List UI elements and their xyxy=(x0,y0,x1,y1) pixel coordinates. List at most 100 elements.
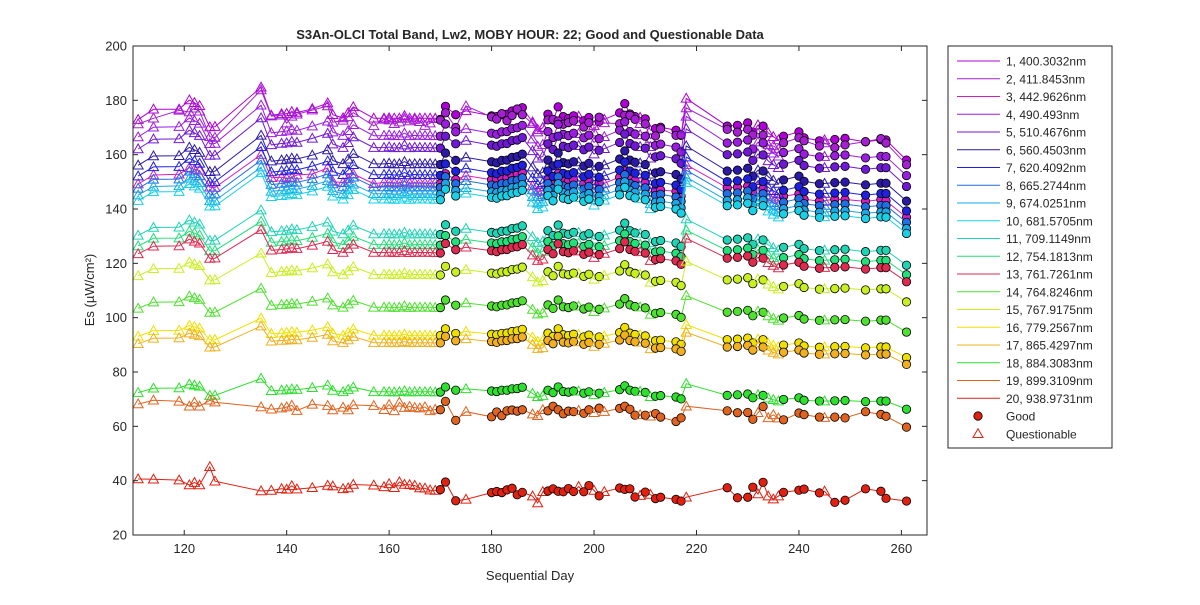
data-point-questionable xyxy=(526,490,539,501)
data-point-questionable xyxy=(306,167,319,179)
data-point-good xyxy=(743,233,753,243)
data-point-questionable xyxy=(388,481,401,492)
data-point-good xyxy=(640,119,650,129)
data-point-questionable xyxy=(326,327,339,338)
data-point-questionable xyxy=(255,372,267,383)
data-point-good xyxy=(860,213,871,224)
data-point-questionable xyxy=(398,385,411,396)
x-tick-label: 160 xyxy=(378,541,400,556)
data-point-questionable xyxy=(536,150,549,161)
data-point-questionable xyxy=(255,320,267,331)
data-point-good xyxy=(584,118,594,128)
data-point-good xyxy=(840,314,850,325)
data-point-questionable xyxy=(188,396,201,407)
data-point-good xyxy=(451,267,461,277)
data-point-questionable xyxy=(526,133,539,144)
legend-label: 3, 442.9626nm xyxy=(1006,90,1086,104)
data-point-good xyxy=(620,260,630,270)
data-point-good xyxy=(584,480,594,491)
data-point-good xyxy=(901,404,912,414)
data-point-questionable xyxy=(147,150,160,161)
data-point-good xyxy=(553,331,563,342)
data-point-questionable xyxy=(147,394,160,405)
data-point-good xyxy=(435,485,445,495)
data-point-questionable xyxy=(424,168,436,180)
data-point-questionable xyxy=(306,324,319,335)
data-point-questionable xyxy=(321,115,334,126)
data-point-good xyxy=(743,407,753,418)
data-point-questionable xyxy=(132,247,144,259)
data-point-questionable xyxy=(209,389,221,400)
data-point-good xyxy=(840,150,850,160)
data-point-questionable xyxy=(598,337,611,348)
legend-label: 5, 510.4676nm xyxy=(1006,126,1086,140)
data-point-good xyxy=(451,110,461,120)
data-point-questionable xyxy=(767,346,780,357)
data-point-good xyxy=(451,415,461,425)
data-point-questionable xyxy=(326,177,339,189)
data-point-questionable xyxy=(767,196,780,208)
data-point-questionable xyxy=(147,262,160,274)
data-point-questionable xyxy=(398,299,411,311)
data-point-questionable xyxy=(173,103,185,114)
data-point-good xyxy=(901,297,912,307)
data-point-questionable xyxy=(326,384,339,395)
data-point-questionable xyxy=(291,383,303,394)
data-point-good xyxy=(615,137,625,148)
data-point-good xyxy=(451,226,461,236)
data-point-questionable xyxy=(526,408,539,419)
data-point-questionable xyxy=(291,108,303,119)
data-point-good xyxy=(440,382,451,392)
data-point-questionable xyxy=(321,320,334,332)
data-point-questionable xyxy=(531,140,544,151)
legend-label: 17, 865.4297nm xyxy=(1006,339,1093,353)
data-point-questionable xyxy=(173,132,185,144)
data-point-questionable xyxy=(526,331,539,342)
data-point-good xyxy=(748,206,758,216)
data-point-questionable xyxy=(598,386,611,397)
data-point-good xyxy=(650,131,661,141)
data-point-questionable xyxy=(306,120,319,131)
data-point-good xyxy=(625,404,635,414)
data-point-questionable xyxy=(398,109,411,121)
data-point-good xyxy=(814,315,825,325)
data-point-questionable xyxy=(680,326,693,337)
data-point-good xyxy=(901,181,912,192)
data-point-questionable xyxy=(526,190,539,202)
data-point-questionable xyxy=(680,400,693,411)
data-point-questionable xyxy=(342,383,355,394)
data-point-questionable xyxy=(588,406,600,417)
data-point-questionable xyxy=(193,218,206,229)
data-point-questionable xyxy=(173,474,185,485)
data-point-questionable xyxy=(460,122,472,133)
data-point-questionable xyxy=(367,168,380,180)
data-point-questionable xyxy=(193,237,206,248)
data-point-questionable xyxy=(147,240,160,251)
data-point-good xyxy=(553,119,563,129)
data-point-questionable xyxy=(291,106,303,117)
data-point-good xyxy=(778,138,789,148)
data-point-good xyxy=(778,487,789,497)
data-point-good xyxy=(440,396,451,406)
data-point-good xyxy=(830,315,840,325)
data-point-questionable xyxy=(306,220,319,231)
data-point-good xyxy=(830,396,840,406)
data-point-good xyxy=(860,180,871,190)
data-point-questionable xyxy=(347,330,360,341)
legend-label: 2, 411.8453nm xyxy=(1006,72,1085,86)
data-point-questionable xyxy=(265,244,278,255)
data-point-questionable xyxy=(193,293,206,304)
data-point-questionable xyxy=(572,139,585,150)
data-point-questionable xyxy=(255,161,267,172)
data-point-good xyxy=(799,160,809,171)
data-point-good xyxy=(594,339,604,349)
data-point-good xyxy=(584,405,594,415)
data-point-good xyxy=(814,152,825,162)
data-point-good xyxy=(814,212,825,223)
data-point-questionable xyxy=(531,167,544,179)
data-point-good xyxy=(451,237,461,247)
data-point-good xyxy=(830,245,840,255)
data-point-questionable xyxy=(265,126,278,138)
data-point-good xyxy=(901,160,912,170)
data-point-questionable xyxy=(265,190,278,202)
